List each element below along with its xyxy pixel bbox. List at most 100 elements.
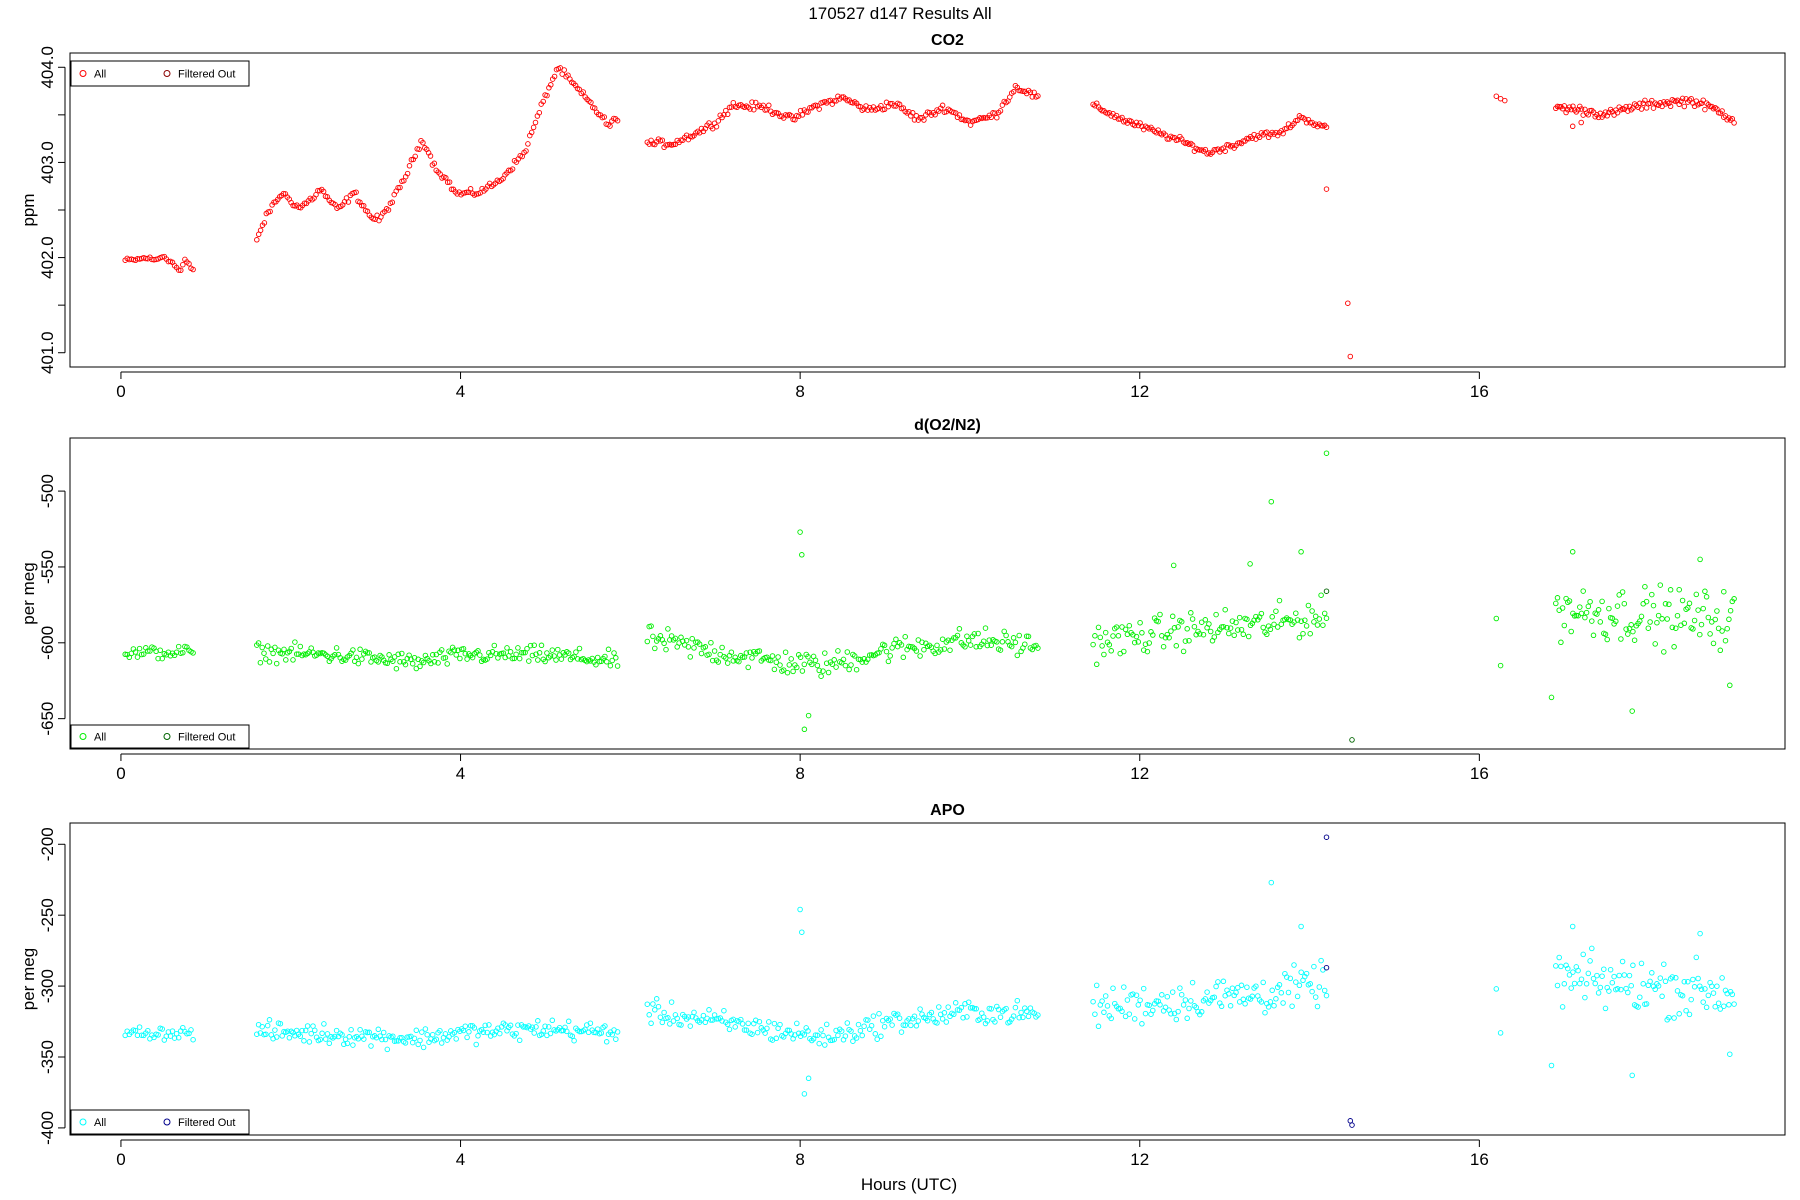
x-tick-label: 4 bbox=[456, 764, 465, 783]
data-point bbox=[1204, 989, 1210, 995]
data-point bbox=[672, 635, 679, 642]
data-point bbox=[190, 650, 196, 656]
data-point bbox=[1113, 624, 1120, 630]
data-point bbox=[835, 648, 841, 654]
data-point bbox=[1278, 990, 1285, 996]
data-point bbox=[1638, 960, 1645, 967]
data-point bbox=[691, 645, 697, 651]
data-point bbox=[453, 652, 459, 658]
x-tick-label: 12 bbox=[1130, 764, 1149, 783]
x-tick-label: 16 bbox=[1470, 764, 1489, 783]
data-point bbox=[797, 529, 803, 535]
data-point bbox=[713, 123, 720, 130]
panel-title: CO2 bbox=[931, 32, 964, 49]
data-point bbox=[466, 1029, 472, 1035]
data-point bbox=[1619, 589, 1626, 595]
data-point bbox=[306, 1039, 313, 1045]
data-point bbox=[558, 656, 565, 662]
data-point bbox=[668, 999, 675, 1005]
data-point bbox=[1647, 978, 1653, 985]
data-point bbox=[1110, 985, 1116, 991]
data-point bbox=[659, 1019, 666, 1026]
data-point bbox=[1293, 610, 1299, 616]
data-point bbox=[1137, 619, 1143, 626]
data-point bbox=[1235, 140, 1241, 146]
data-point bbox=[784, 669, 791, 676]
data-point bbox=[520, 1024, 527, 1030]
data-point bbox=[527, 642, 534, 649]
data-point bbox=[958, 1004, 965, 1011]
data-point bbox=[1121, 984, 1127, 990]
data-point bbox=[549, 1017, 556, 1024]
data-point bbox=[973, 644, 979, 650]
legend-box bbox=[70, 60, 250, 87]
data-point bbox=[1025, 1013, 1032, 1020]
data-point bbox=[1307, 120, 1313, 126]
data-point bbox=[535, 1018, 541, 1024]
data-point bbox=[344, 1040, 351, 1047]
data-point bbox=[1575, 967, 1581, 974]
data-point bbox=[1090, 641, 1096, 648]
data-point bbox=[1173, 643, 1180, 649]
data-point bbox=[1323, 992, 1330, 999]
data-point bbox=[1189, 616, 1196, 622]
data-point bbox=[1200, 631, 1207, 638]
data-point bbox=[960, 1015, 966, 1021]
data-point bbox=[1570, 969, 1576, 975]
data-point bbox=[1267, 999, 1274, 1005]
data-point bbox=[822, 650, 828, 656]
data-point bbox=[364, 650, 371, 656]
data-point bbox=[799, 929, 805, 935]
data-point bbox=[393, 1038, 400, 1044]
data-point bbox=[1184, 626, 1190, 632]
data-point bbox=[475, 1033, 481, 1039]
data-point bbox=[951, 635, 957, 641]
data-point bbox=[1287, 975, 1294, 982]
data-point bbox=[1222, 148, 1228, 154]
data-point bbox=[1554, 982, 1561, 989]
data-point bbox=[529, 652, 536, 659]
data-points bbox=[122, 450, 1737, 743]
data-point bbox=[745, 1020, 751, 1027]
data-point bbox=[359, 202, 365, 209]
data-point bbox=[988, 642, 994, 648]
data-point bbox=[477, 652, 483, 658]
data-point bbox=[416, 146, 422, 153]
data-point bbox=[1611, 973, 1617, 980]
data-point bbox=[1126, 622, 1133, 629]
data-point bbox=[1719, 975, 1725, 981]
data-point bbox=[473, 1041, 479, 1048]
data-point bbox=[909, 110, 916, 116]
data-point bbox=[801, 726, 808, 733]
data-point bbox=[1251, 985, 1257, 991]
data-point bbox=[464, 656, 470, 662]
data-point bbox=[457, 655, 463, 662]
data-point bbox=[180, 649, 186, 656]
data-point bbox=[739, 1021, 746, 1027]
data-point bbox=[1657, 975, 1664, 981]
data-point bbox=[1565, 107, 1571, 113]
data-point bbox=[379, 1036, 385, 1043]
data-point bbox=[544, 650, 550, 656]
data-point bbox=[721, 1007, 727, 1014]
data-point bbox=[990, 110, 996, 116]
data-point bbox=[760, 102, 766, 109]
legend-marker bbox=[79, 70, 87, 77]
data-point bbox=[1126, 1011, 1133, 1017]
data-point bbox=[366, 1029, 372, 1036]
data-point bbox=[272, 1027, 278, 1033]
data-point bbox=[507, 649, 514, 655]
data-point bbox=[1224, 624, 1230, 631]
x-tick-label: 0 bbox=[116, 382, 125, 401]
data-point bbox=[1010, 89, 1017, 95]
data-point bbox=[1642, 97, 1648, 104]
data-point bbox=[540, 1028, 547, 1034]
x-tick-label: 0 bbox=[116, 1150, 125, 1169]
data-point bbox=[1691, 617, 1698, 624]
data-point bbox=[726, 104, 733, 111]
data-point bbox=[1597, 619, 1604, 625]
data-point bbox=[1686, 600, 1693, 607]
data-point bbox=[1638, 613, 1645, 620]
data-point bbox=[1274, 624, 1281, 630]
data-point bbox=[1717, 1006, 1724, 1012]
